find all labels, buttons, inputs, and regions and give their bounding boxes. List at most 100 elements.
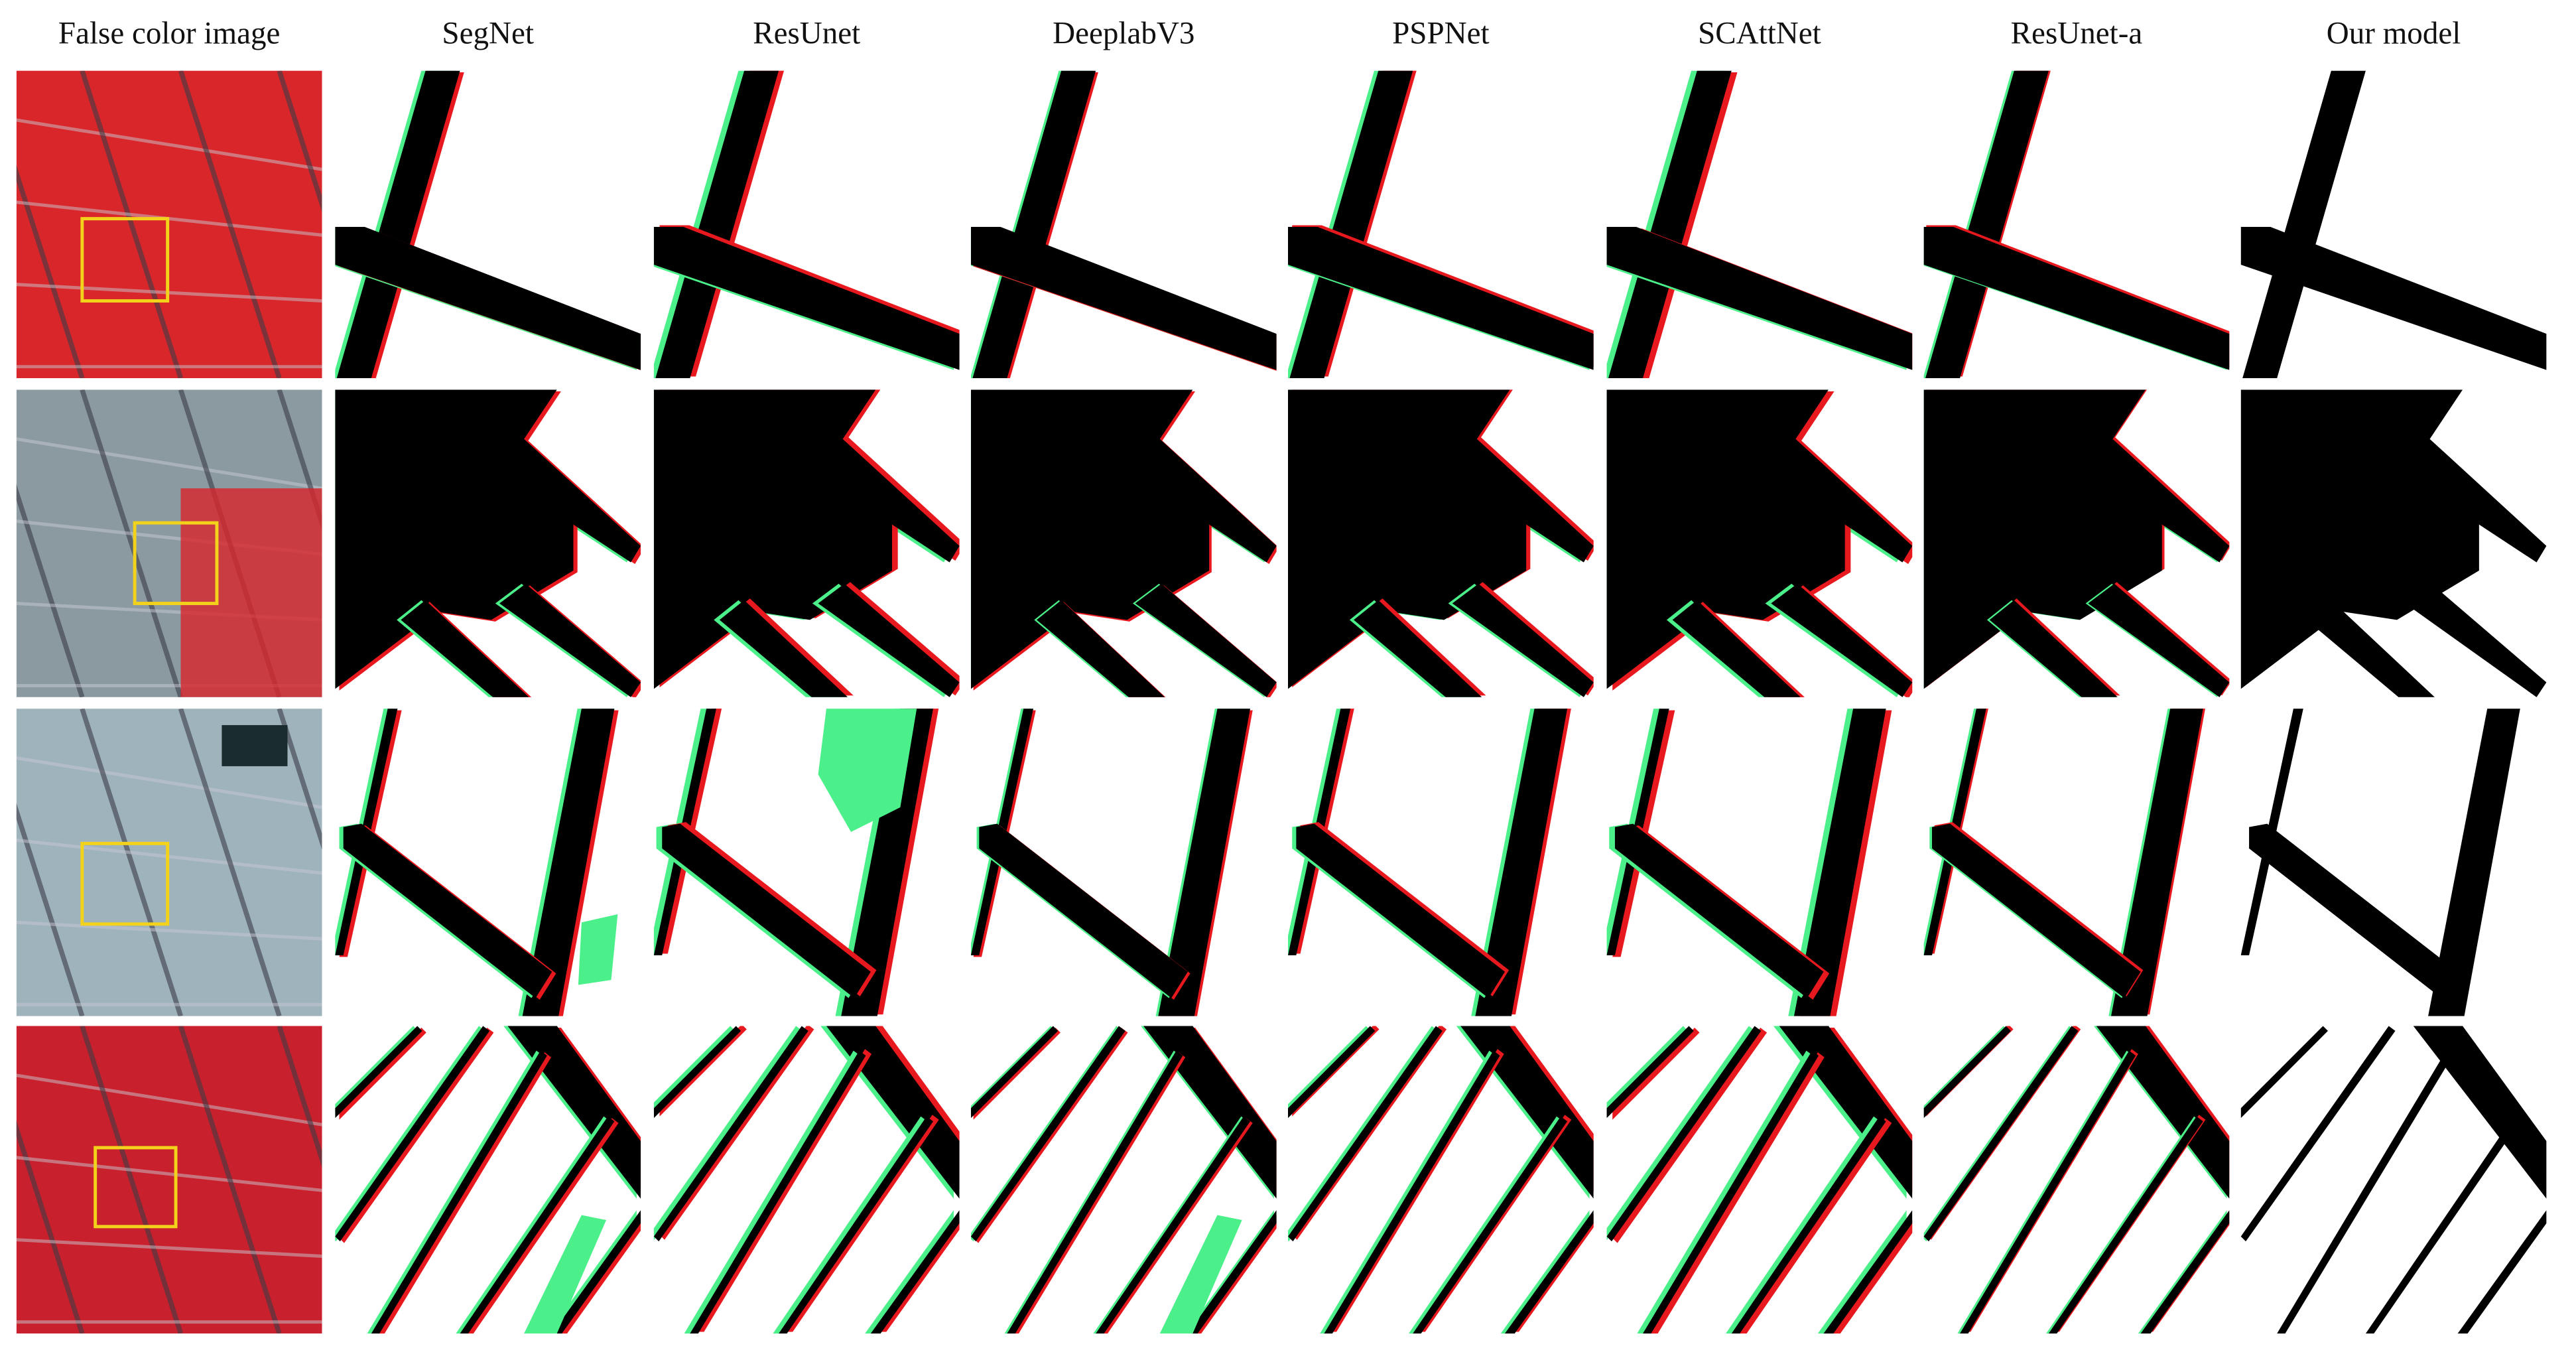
false-positive-blob <box>524 1215 607 1334</box>
field-boundary <box>16 1120 85 1334</box>
segmentation-result <box>335 1026 641 1334</box>
road-mask <box>335 1026 422 1119</box>
pond <box>222 724 288 766</box>
false-color-image <box>16 389 322 697</box>
road-mask <box>2110 709 2203 1016</box>
road-mask <box>1504 1210 1594 1334</box>
road-mask <box>653 1026 741 1119</box>
road-mask <box>1823 1210 1913 1334</box>
road-mask <box>970 1026 1059 1119</box>
column-header: ResUnet-a <box>2011 16 2143 50</box>
segmentation-result <box>2240 389 2547 697</box>
road-mask <box>1289 70 1413 379</box>
false-negative <box>659 1026 814 1240</box>
false-negative <box>973 1027 1061 1120</box>
field-boundary <box>16 165 85 379</box>
field-boundary <box>16 484 85 697</box>
false-positive-blob <box>818 709 917 833</box>
field-boundary <box>178 70 282 379</box>
road-mask <box>2240 1026 2328 1119</box>
road-mask <box>2240 1026 2396 1242</box>
field-boundary <box>16 756 322 809</box>
false-positive-blob <box>578 914 618 985</box>
road-mask <box>690 1050 866 1334</box>
road-mask <box>1475 709 1568 1016</box>
road-mask <box>1354 600 1482 697</box>
road-mask <box>2242 70 2366 379</box>
road-mask <box>653 227 960 370</box>
red-field <box>180 488 322 697</box>
segmentation-result <box>2240 709 2547 1016</box>
column-header: SCAttNet <box>1698 16 1821 50</box>
road-mask <box>1608 70 1732 379</box>
column-header: DeeplabV3 <box>1053 16 1194 50</box>
road-mask <box>1923 1026 2011 1119</box>
highlight-box <box>80 841 170 926</box>
false-negative <box>659 1026 747 1117</box>
false-negative <box>1612 1027 1768 1243</box>
road-mask <box>2240 227 2547 370</box>
road-mask <box>2413 1026 2547 1199</box>
road-mask <box>662 823 871 998</box>
column-header: ResUnet <box>753 16 860 50</box>
road-mask <box>779 1116 933 1334</box>
road-mask <box>2096 1026 2230 1199</box>
road-mask <box>1158 709 1251 1016</box>
image-background <box>16 1026 322 1334</box>
highlight-box <box>133 521 219 606</box>
segmentation-result <box>970 1026 1277 1334</box>
column-header: SegNet <box>442 16 534 50</box>
road-mask <box>970 1026 1126 1242</box>
segmentation-result <box>1923 389 2230 697</box>
road-mask <box>1793 709 1886 1016</box>
segmentation-result <box>1923 709 2230 1016</box>
false-color-image <box>16 70 322 379</box>
field-boundary <box>16 803 85 1016</box>
field-boundary <box>16 118 322 171</box>
road-mask <box>818 583 960 697</box>
road-mask <box>401 600 529 697</box>
false-positive <box>684 1050 860 1334</box>
segmentation-result <box>335 709 641 1016</box>
segmentation-result <box>970 709 1277 1016</box>
road-mask <box>2405 583 2547 697</box>
road-mask <box>1324 1050 1500 1334</box>
false-negative <box>339 1027 494 1243</box>
road-mask <box>1096 1116 1251 1334</box>
field-boundary <box>16 1156 322 1192</box>
field-boundary <box>277 70 322 212</box>
road-mask <box>972 70 1096 379</box>
segmentation-result <box>970 389 1277 697</box>
false-positive <box>2138 1210 2227 1334</box>
road-mask <box>1007 1050 1183 1334</box>
segmentation-result <box>1606 389 1913 697</box>
highlight-box <box>94 1146 178 1229</box>
road-mask <box>1288 1026 1376 1119</box>
road-mask <box>1452 583 1594 697</box>
segmentation-result <box>653 70 960 379</box>
road-mask <box>970 227 1277 370</box>
road-mask <box>552 1210 641 1334</box>
false-positive <box>865 1210 954 1334</box>
segmentation-result <box>1606 709 1913 1016</box>
segmentation-result <box>1288 709 1594 1016</box>
road-mask <box>1288 1026 1443 1242</box>
segmentation-result <box>1923 1026 2230 1334</box>
road-mask <box>1731 1116 1886 1334</box>
road-mask <box>655 70 779 379</box>
road-mask <box>1932 823 2141 998</box>
field-boundary <box>178 1026 282 1334</box>
road-mask <box>1413 1116 1568 1334</box>
field-boundary <box>80 709 184 1016</box>
road-mask <box>460 1116 615 1334</box>
column-header: PSPNet <box>1392 16 1489 50</box>
road-mask <box>1960 1050 2136 1334</box>
road-mask <box>1296 823 1505 998</box>
road-mask <box>1771 583 1913 697</box>
field-boundary <box>80 389 184 697</box>
segmentation-result <box>2240 70 2547 379</box>
highlight-box <box>80 217 170 303</box>
road-mask <box>653 1026 808 1242</box>
column-header: False color image <box>58 16 280 50</box>
